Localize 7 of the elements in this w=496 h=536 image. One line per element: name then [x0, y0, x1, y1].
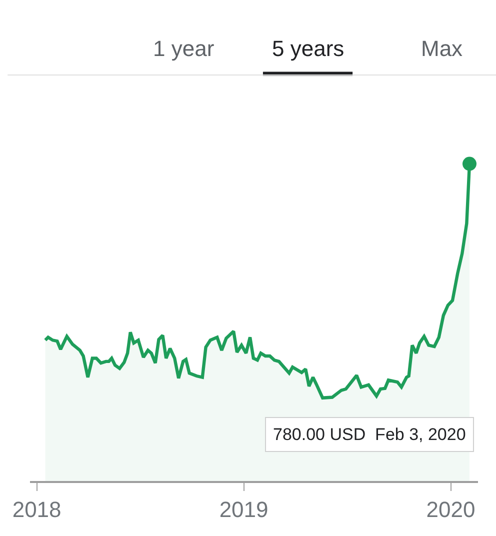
x-tick-label: 2018	[12, 497, 62, 522]
text: Max	[421, 36, 463, 61]
annotation: 780.00 USD Feb 3, 2020	[273, 425, 466, 444]
text: 5 years	[272, 36, 344, 61]
x-tick-label: 2019	[219, 497, 268, 522]
text: 1 year	[153, 36, 214, 61]
x-tick-label: 2020	[426, 497, 476, 522]
